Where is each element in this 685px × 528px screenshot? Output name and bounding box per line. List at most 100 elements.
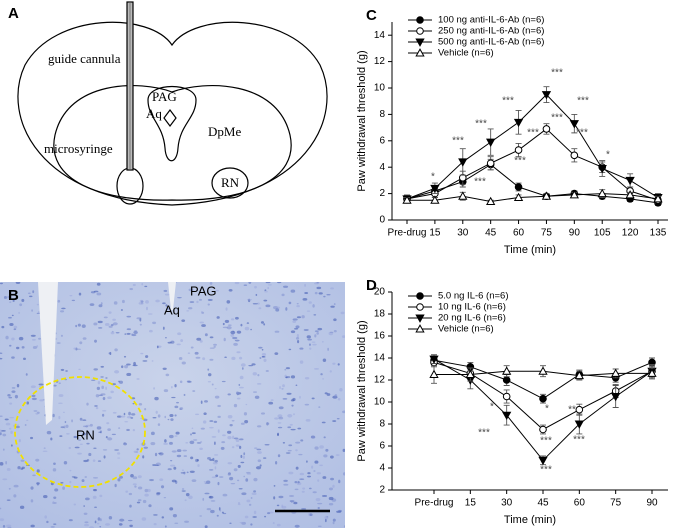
cell (306, 335, 311, 339)
series-line (406, 163, 659, 204)
cell (4, 418, 9, 421)
cell (254, 285, 257, 289)
cell (250, 328, 252, 331)
cell (61, 307, 66, 310)
marker (611, 368, 621, 377)
cell (7, 393, 11, 397)
cell (226, 430, 232, 434)
x-tick-label: 105 (594, 228, 611, 239)
cell (200, 427, 205, 430)
cell (165, 373, 170, 377)
marker (625, 176, 635, 186)
cell (285, 376, 288, 379)
cell (259, 464, 262, 467)
cell (0, 462, 4, 466)
cell (267, 512, 271, 515)
cell (204, 525, 208, 528)
cell (143, 418, 148, 422)
cell (159, 478, 164, 482)
marker (486, 196, 496, 206)
cell (251, 363, 256, 366)
cell (94, 520, 97, 524)
cell (330, 305, 335, 308)
cell (145, 355, 149, 358)
cell (180, 472, 186, 474)
significance-mark: *** (514, 156, 526, 167)
cell (11, 390, 16, 394)
cell (31, 338, 36, 341)
cell (307, 338, 312, 341)
cell (176, 401, 180, 404)
cell (219, 510, 222, 512)
cell (227, 436, 232, 440)
diagram-label: microsyringe (44, 141, 113, 156)
cell (311, 341, 316, 343)
cell (7, 295, 12, 299)
cell (278, 495, 284, 499)
cell (285, 452, 291, 454)
cell (30, 385, 36, 389)
cell (108, 311, 112, 314)
cell (203, 412, 207, 415)
cell (233, 342, 238, 346)
cell (147, 488, 151, 493)
cell (263, 299, 268, 302)
cell (155, 464, 159, 466)
cell (190, 456, 194, 460)
cell (9, 402, 13, 405)
cell (200, 440, 203, 444)
cell (123, 412, 126, 416)
cell (312, 343, 317, 346)
cell (246, 298, 253, 301)
cell (265, 282, 271, 284)
cell (336, 418, 340, 420)
cell (144, 493, 149, 497)
cell (277, 414, 283, 418)
cell (299, 478, 305, 480)
cell (78, 439, 81, 442)
cell (240, 323, 243, 327)
cell (290, 399, 295, 402)
cell (277, 422, 282, 424)
panel-b (0, 282, 345, 528)
cell (309, 343, 311, 347)
marker (458, 191, 468, 200)
cell (107, 428, 111, 432)
x-tick-label: 30 (501, 498, 513, 509)
cell (125, 490, 129, 493)
cell (38, 383, 44, 386)
cell (63, 460, 68, 465)
cell (126, 363, 131, 366)
cell (248, 365, 253, 367)
cell (119, 518, 125, 522)
cell (124, 333, 127, 335)
cell (60, 368, 65, 371)
cell (119, 475, 123, 479)
cell (84, 476, 88, 478)
cell (141, 517, 147, 521)
cell (299, 395, 301, 399)
cell (246, 473, 252, 475)
cell (12, 299, 15, 302)
cell (217, 429, 220, 433)
diagram-label: PAG (152, 89, 177, 104)
cell (301, 315, 305, 319)
cell (52, 468, 57, 472)
cell (330, 455, 334, 459)
cell (132, 402, 135, 405)
cell (181, 469, 184, 472)
cell (148, 504, 152, 508)
cell (194, 413, 200, 416)
pag-outline (147, 85, 197, 162)
cell (293, 413, 295, 416)
cell (170, 464, 176, 467)
marker (541, 191, 552, 200)
cell (18, 311, 20, 314)
cell (223, 337, 226, 342)
cell (164, 525, 167, 528)
cell (265, 304, 271, 308)
cell (126, 428, 130, 431)
cell (308, 301, 312, 304)
cell (142, 360, 148, 362)
legend-label: Vehicle (n=6) (438, 48, 494, 59)
